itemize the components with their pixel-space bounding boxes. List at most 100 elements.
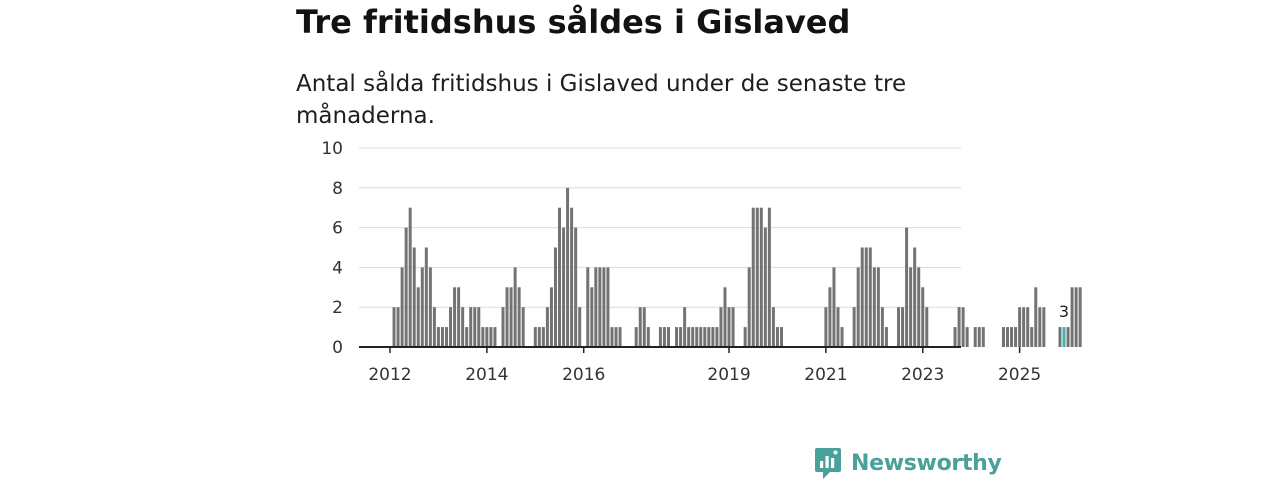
y-tick-label: 10 <box>321 139 343 159</box>
chart-title: Tre fritidshus såldes i Gislaved <box>296 3 851 41</box>
x-tick-label: 2014 <box>465 365 508 385</box>
bar <box>420 267 424 347</box>
bar <box>566 187 570 347</box>
bar <box>763 227 767 347</box>
bar <box>981 327 985 347</box>
bar <box>570 207 574 347</box>
chart-subtitle: Antal sålda fritidshus i Gislaved under … <box>296 71 907 129</box>
bar <box>767 207 771 347</box>
bar <box>683 307 687 347</box>
bar <box>771 307 775 347</box>
bars <box>392 187 1082 347</box>
data-label-latest: 3 <box>1059 302 1069 321</box>
bar <box>703 327 707 347</box>
bar <box>836 307 840 347</box>
bar <box>1018 307 1022 347</box>
bar <box>1038 307 1042 347</box>
bar <box>1026 307 1030 347</box>
bar <box>901 307 905 347</box>
bar <box>715 327 719 347</box>
bar <box>751 207 755 347</box>
bar <box>675 327 679 347</box>
bar <box>465 327 469 347</box>
bar <box>517 287 521 347</box>
bar <box>925 307 929 347</box>
bar <box>614 327 618 347</box>
bar <box>880 307 884 347</box>
bar <box>711 327 715 347</box>
bar <box>638 307 642 347</box>
bar <box>598 267 602 347</box>
bar <box>1010 327 1014 347</box>
bar <box>1042 307 1046 347</box>
bar <box>856 267 860 347</box>
bar <box>408 207 412 347</box>
bar <box>884 327 888 347</box>
bar <box>558 207 562 347</box>
bar <box>578 307 582 347</box>
bar <box>521 307 525 347</box>
y-tick-label: 2 <box>332 298 343 318</box>
x-axis-ticks: 2012 2014 2016 2019 2021 2023 2025 <box>368 347 1041 385</box>
bar <box>404 227 408 347</box>
x-tick-label: 2023 <box>901 365 944 385</box>
bar <box>428 267 432 347</box>
bar <box>533 327 537 347</box>
bar <box>747 267 751 347</box>
bar <box>872 267 876 347</box>
bar <box>1022 307 1026 347</box>
bar <box>909 267 913 347</box>
bar <box>1006 327 1010 347</box>
bar <box>662 327 666 347</box>
bar <box>618 327 622 347</box>
bar <box>549 287 553 347</box>
bar <box>687 327 691 347</box>
bar <box>759 207 763 347</box>
bar <box>965 327 969 347</box>
y-tick-label: 6 <box>332 219 343 239</box>
bar <box>586 267 590 347</box>
bar <box>832 267 836 347</box>
bar <box>424 247 428 347</box>
bar <box>828 287 832 347</box>
bar <box>606 267 610 347</box>
y-tick-label: 0 <box>332 338 343 358</box>
bar <box>1078 287 1082 347</box>
bar <box>1074 287 1078 347</box>
bar <box>457 287 461 347</box>
bar <box>779 327 783 347</box>
bar <box>755 207 759 347</box>
bar <box>953 327 957 347</box>
bar <box>719 307 723 347</box>
bar <box>396 307 400 347</box>
bar <box>453 287 457 347</box>
bar <box>876 267 880 347</box>
bar <box>412 247 416 347</box>
bar <box>477 307 481 347</box>
bar <box>913 247 917 347</box>
bar <box>562 227 566 347</box>
bar <box>868 247 872 347</box>
bar <box>840 327 844 347</box>
bar <box>957 307 961 347</box>
y-axis-ticks: 0 2 4 6 8 10 <box>321 139 343 358</box>
bar <box>436 327 440 347</box>
bar <box>973 327 977 347</box>
bar <box>860 247 864 347</box>
bar <box>707 327 711 347</box>
x-tick-label: 2016 <box>562 365 605 385</box>
bar <box>695 327 699 347</box>
x-tick-label: 2021 <box>804 365 847 385</box>
newsworthy-logo-icon <box>815 448 841 479</box>
bar <box>723 287 727 347</box>
bar <box>666 327 670 347</box>
gridlines <box>359 147 961 308</box>
bar <box>489 327 493 347</box>
bar <box>634 327 638 347</box>
bar <box>775 327 779 347</box>
bar <box>727 307 731 347</box>
bar <box>658 327 662 347</box>
bar <box>541 327 545 347</box>
bar <box>416 287 420 347</box>
bar <box>473 307 477 347</box>
